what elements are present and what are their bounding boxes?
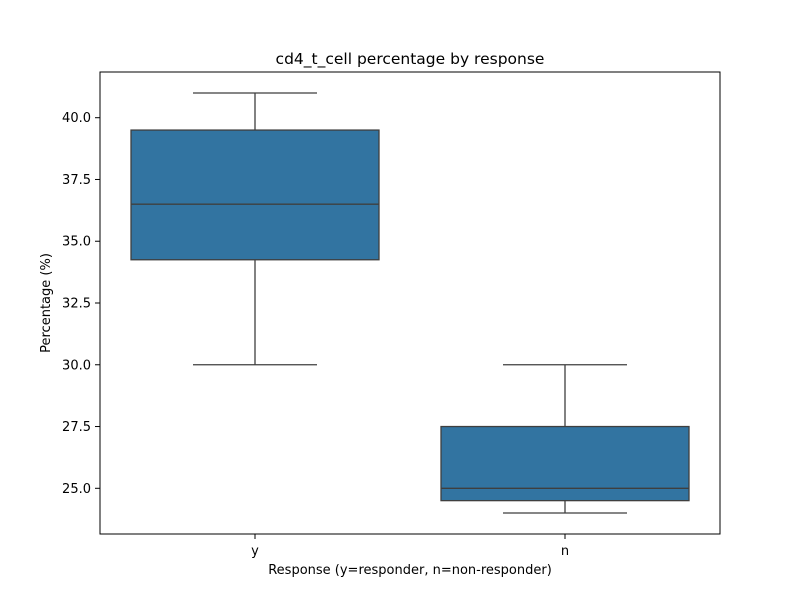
y-axis-label: Percentage (%) [39, 253, 54, 353]
y-tick-label: 37.5 [62, 173, 91, 188]
chart-title: cd4_t_cell percentage by response [276, 50, 545, 69]
box-y [130, 129, 380, 261]
axes-frame [99, 71, 721, 535]
y-tick-label: 40.0 [62, 111, 91, 126]
y-tick-label: 32.5 [62, 297, 91, 312]
y-tick-label: 27.5 [62, 420, 91, 435]
y-tick-label: 25.0 [62, 482, 91, 497]
y-tick-label: 35.0 [62, 235, 91, 250]
x-tick-label: y [251, 544, 259, 559]
box-n [440, 425, 690, 502]
x-tick-label: n [561, 544, 569, 559]
plot-area: 25.0 27.5 30.0 32.5 35.0 37.5 40.0 y n [62, 92, 690, 559]
x-axis-label: Response (y=responder, n=non-responder) [268, 563, 552, 578]
y-tick-label: 30.0 [62, 358, 91, 373]
